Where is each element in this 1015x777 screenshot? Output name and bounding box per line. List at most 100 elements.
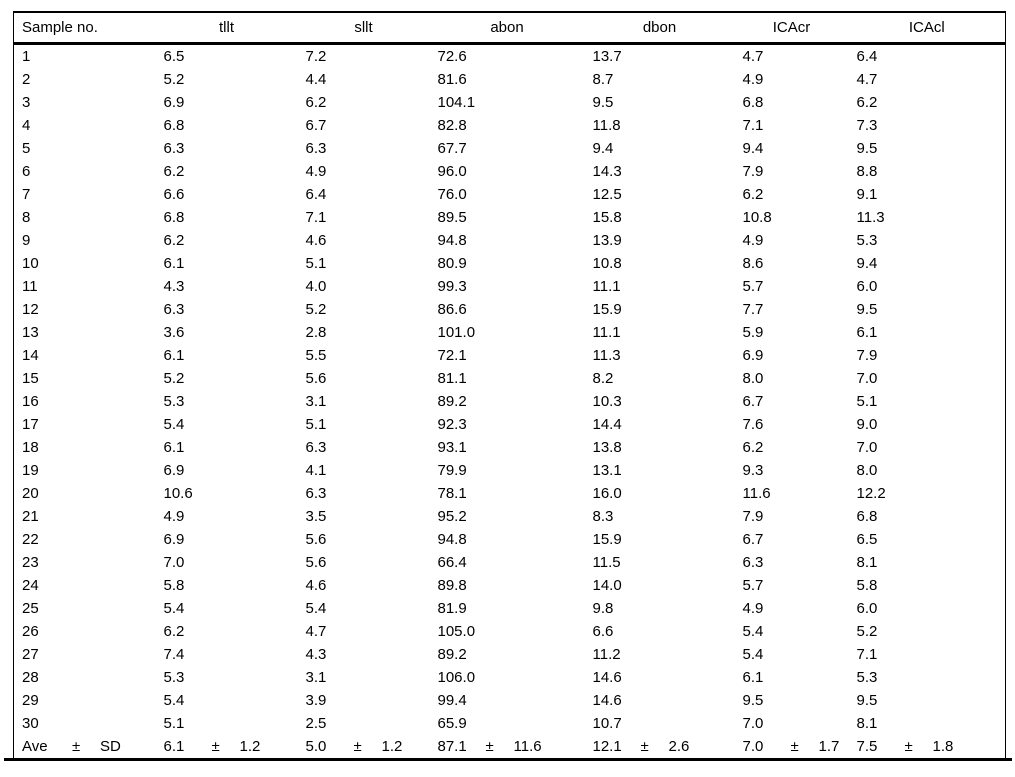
value-cell: 9.0	[856, 416, 878, 433]
value-cell: 6.4	[856, 48, 878, 65]
value-cell: 67.7	[437, 140, 467, 157]
value-cell: 5.4	[163, 600, 185, 617]
value-cell: 5.6	[305, 554, 327, 571]
value-cell: 81.9	[437, 600, 467, 617]
value-cell: 7.2	[305, 48, 327, 65]
value-cell: 6.8	[856, 508, 878, 525]
value-cell: 8.2	[592, 370, 614, 387]
value-cell: 5.1	[163, 715, 185, 732]
value-cell: 66.4	[437, 554, 467, 571]
summary-label-cell: Ave ± SD	[14, 735, 156, 758]
value-cell: 14.6	[592, 669, 622, 686]
table-row: 28 5.3 3.1 106.0 14.6 6.1 5.3	[14, 666, 1006, 689]
value-cell: 5.2	[163, 71, 185, 88]
sample-no-cell: 11	[22, 278, 38, 295]
value-cell: 5.3	[856, 669, 878, 686]
value-cell: 9.4	[856, 255, 878, 272]
ave-value: 87.1	[437, 738, 467, 755]
value-cell: 15.8	[592, 209, 622, 226]
sample-no-cell: 18	[22, 439, 39, 456]
sd-value: 1.2	[381, 738, 403, 755]
value-cell: 95.2	[437, 508, 467, 525]
value-cell: 5.6	[305, 531, 327, 548]
header-row: Sample no. tllt sllt abon dbon ICAcr ICA…	[13, 12, 1006, 44]
value-cell: 14.6	[592, 692, 622, 709]
sd-value: 1.2	[239, 738, 261, 755]
value-cell: 5.3	[856, 232, 878, 249]
value-cell: 7.9	[856, 347, 878, 364]
sd-value: 1.8	[932, 738, 954, 755]
value-cell: 8.1	[856, 715, 878, 732]
sample-no-cell: 7	[22, 186, 31, 203]
sample-no-cell: 29	[22, 692, 39, 709]
table-row: 29 5.4 3.9 99.4 14.6 9.5 9.5	[14, 689, 1006, 712]
table-row: 2 5.2 4.4 81.6 8.7 4.9 4.7	[14, 68, 1006, 91]
value-cell: 6.8	[163, 117, 185, 134]
value-cell: 2.8	[305, 324, 327, 341]
sample-no-cell: 8	[22, 209, 31, 226]
value-cell: 7.7	[742, 301, 764, 318]
value-cell: 8.0	[742, 370, 764, 387]
value-cell: 79.9	[437, 462, 467, 479]
value-cell: 4.4	[305, 71, 327, 88]
plus-minus-icon: ±	[904, 738, 913, 755]
plus-minus-icon: ±	[72, 738, 81, 755]
value-cell: 5.4	[742, 646, 764, 663]
table-row: 22 6.9 5.6 94.8 15.9 6.7 6.5	[14, 528, 1006, 551]
ave-value: 12.1	[592, 738, 622, 755]
value-cell: 9.4	[592, 140, 614, 157]
value-cell: 9.5	[856, 140, 878, 157]
sd-value: 1.7	[818, 738, 840, 755]
value-cell: 3.6	[163, 324, 185, 341]
sample-no-cell: 25	[22, 600, 39, 617]
value-cell: 4.9	[305, 163, 327, 180]
value-cell: 13.1	[592, 462, 622, 479]
value-cell: 5.1	[305, 255, 327, 272]
summary-value-cell: 7.5 ±1.8	[849, 735, 1006, 758]
value-cell: 11.8	[592, 117, 621, 134]
value-cell: 7.1	[742, 117, 764, 134]
table-row: 24 5.8 4.6 89.8 14.0 5.7 5.8	[14, 574, 1006, 597]
value-cell: 89.8	[437, 577, 467, 594]
value-cell: 7.0	[163, 554, 185, 571]
value-cell: 6.2	[163, 623, 185, 640]
value-cell: 92.3	[437, 416, 467, 433]
sample-no-cell: 21	[22, 508, 39, 525]
value-cell: 8.0	[856, 462, 878, 479]
summary-value-cell: 6.1 ±1.2	[156, 735, 298, 758]
value-cell: 13.9	[592, 232, 622, 249]
value-cell: 5.4	[305, 600, 327, 617]
value-cell: 5.3	[163, 393, 185, 410]
table-row: 15 5.2 5.6 81.1 8.2 8.0 7.0	[14, 367, 1006, 390]
value-cell: 72.1	[437, 347, 467, 364]
plus-minus-icon: ±	[640, 738, 649, 755]
value-cell: 6.1	[163, 347, 185, 364]
value-cell: 11.1	[592, 278, 621, 295]
value-cell: 6.3	[163, 301, 185, 318]
col-header-sample-no: Sample no.	[22, 19, 98, 36]
value-cell: 6.3	[163, 140, 185, 157]
plus-minus-icon: ±	[211, 738, 220, 755]
value-cell: 5.4	[742, 623, 764, 640]
sample-no-cell: 27	[22, 646, 39, 663]
sample-no-cell: 14	[22, 347, 39, 364]
value-cell: 4.7	[742, 48, 764, 65]
value-cell: 4.9	[163, 508, 185, 525]
value-cell: 72.6	[437, 48, 467, 65]
value-cell: 7.9	[742, 163, 764, 180]
table-row: 7 6.6 6.4 76.0 12.5 6.2 9.1	[14, 183, 1006, 206]
value-cell: 94.8	[437, 232, 467, 249]
table-row: 27 7.4 4.3 89.2 11.2 5.4 7.1	[14, 643, 1006, 666]
value-cell: 3.1	[305, 669, 327, 686]
value-cell: 5.1	[305, 416, 327, 433]
value-cell: 7.6	[742, 416, 764, 433]
sample-no-cell: 4	[22, 117, 31, 134]
sd-value: 2.6	[668, 738, 690, 755]
table-row: 3 6.9 6.2 104.1 9.5 6.8 6.2	[14, 91, 1006, 114]
value-cell: 6.2	[305, 94, 327, 111]
value-cell: 13.8	[592, 439, 622, 456]
col-header-icacl: ICAcl	[908, 19, 945, 36]
table-row: 11 4.3 4.0 99.3 11.1 5.7 6.0	[14, 275, 1006, 298]
value-cell: 6.5	[163, 48, 185, 65]
data-table: Sample no. tllt sllt abon dbon ICAcr ICA…	[13, 11, 1006, 758]
